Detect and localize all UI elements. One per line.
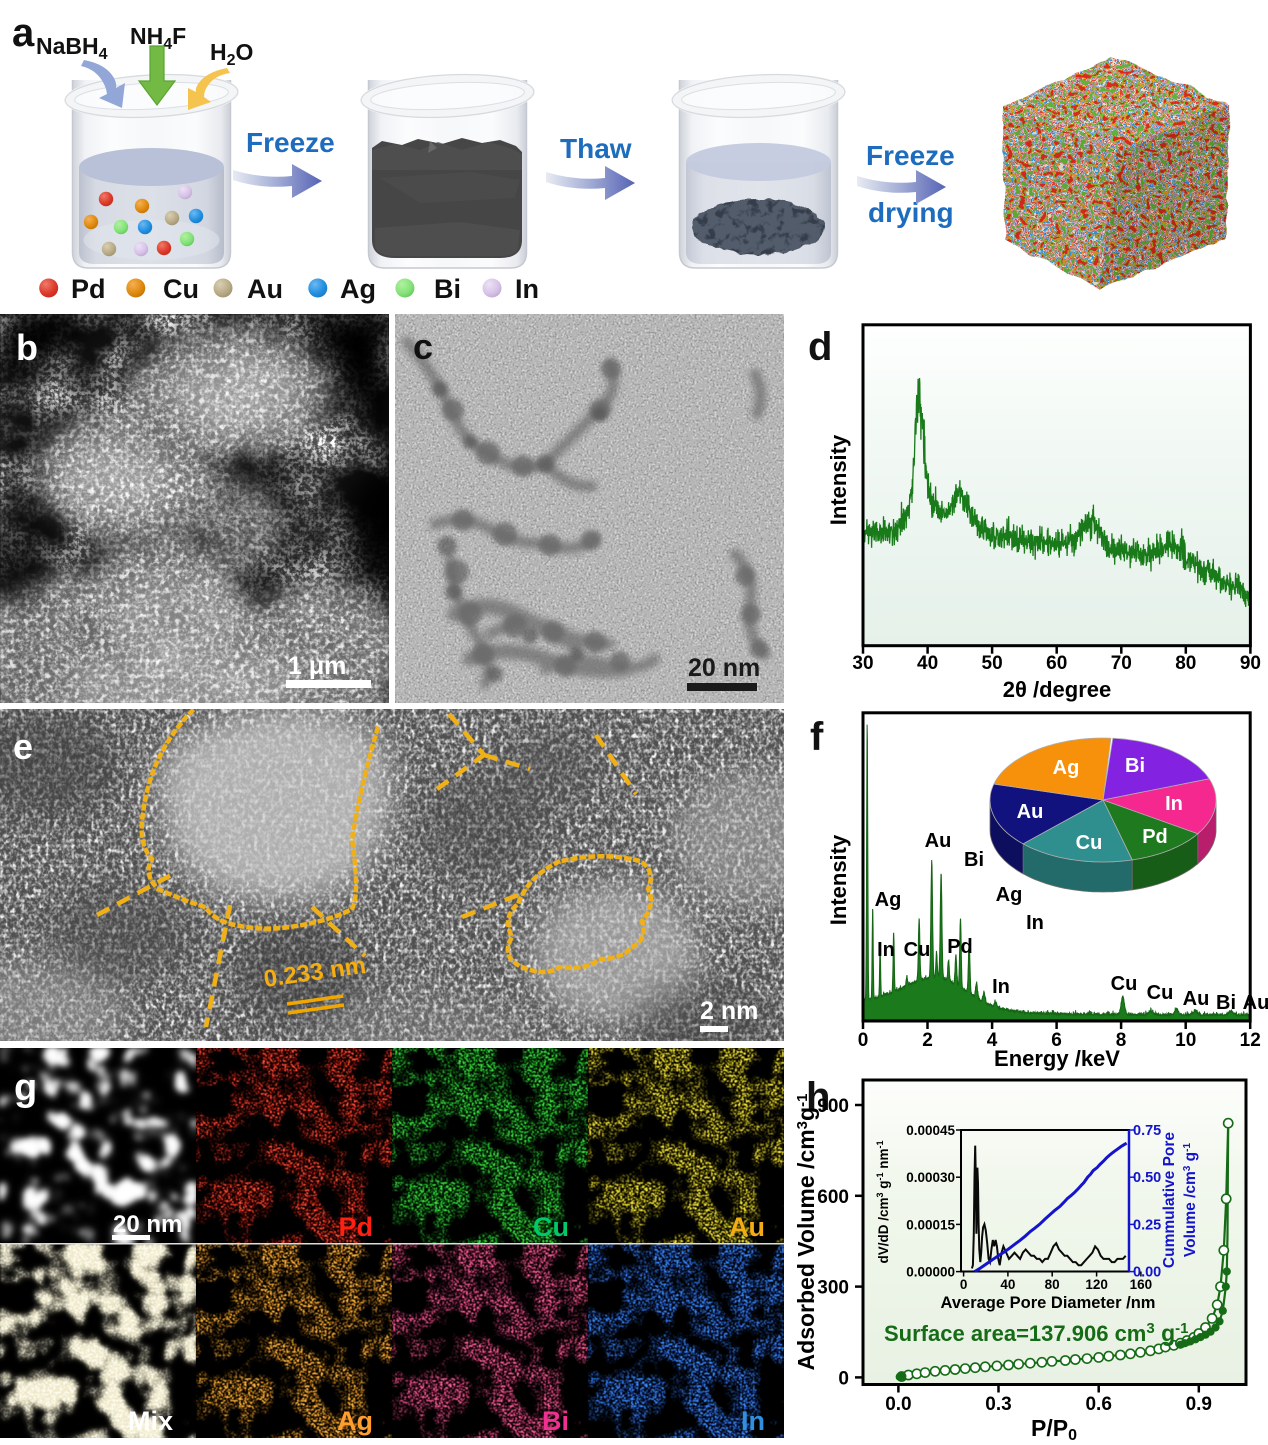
- svg-text:0.50: 0.50: [1133, 1170, 1161, 1186]
- svg-text:Bi: Bi: [542, 1406, 569, 1436]
- svg-text:Intensity: Intensity: [826, 434, 851, 525]
- svg-text:dV/dD /cm3 g-1 nm-1: dV/dD /cm3 g-1 nm-1: [875, 1140, 891, 1263]
- svg-text:90: 90: [1240, 653, 1261, 674]
- svg-text:In: In: [741, 1406, 765, 1436]
- svg-text:Ag: Ag: [337, 1406, 373, 1436]
- svg-text:Au: Au: [1017, 801, 1044, 823]
- svg-text:0: 0: [858, 1030, 869, 1051]
- svg-text:80: 80: [1045, 1277, 1060, 1292]
- svg-text:0.00000: 0.00000: [906, 1265, 955, 1280]
- svg-text:drying: drying: [868, 197, 954, 228]
- svg-text:20 nm: 20 nm: [113, 1211, 182, 1238]
- svg-text:Au: Au: [925, 830, 952, 852]
- svg-text:4: 4: [987, 1030, 998, 1051]
- svg-text:Surface area=137.906 cm3 g-1: Surface area=137.906 cm3 g-1: [884, 1320, 1189, 1346]
- svg-text:Au: Au: [1243, 992, 1268, 1014]
- svg-text:0.75: 0.75: [1133, 1123, 1161, 1139]
- svg-text:Cu: Cu: [904, 939, 931, 961]
- svg-text:2θ /degree: 2θ /degree: [1003, 677, 1112, 702]
- svg-text:40: 40: [1000, 1277, 1015, 1292]
- svg-text:50: 50: [982, 653, 1003, 674]
- svg-text:0.9: 0.9: [1186, 1394, 1212, 1415]
- svg-text:Cu: Cu: [1111, 973, 1138, 995]
- svg-text:2: 2: [922, 1030, 933, 1051]
- svg-text:0.00: 0.00: [1133, 1265, 1161, 1281]
- svg-text:a: a: [12, 11, 35, 55]
- svg-text:0.00015: 0.00015: [906, 1217, 955, 1232]
- svg-text:In: In: [877, 939, 895, 961]
- svg-text:e: e: [13, 726, 33, 767]
- svg-text:Mix: Mix: [128, 1406, 173, 1436]
- svg-text:Freeze: Freeze: [866, 140, 955, 171]
- svg-text:In: In: [1165, 793, 1183, 815]
- svg-text:Freeze: Freeze: [246, 127, 335, 158]
- svg-text:Bi: Bi: [964, 849, 984, 871]
- svg-text:b: b: [16, 327, 38, 368]
- svg-text:20 nm: 20 nm: [688, 654, 760, 682]
- svg-text:Pd: Pd: [947, 936, 973, 958]
- svg-text:Energy /keV: Energy /keV: [994, 1046, 1120, 1071]
- svg-text:Cu: Cu: [1076, 832, 1103, 854]
- svg-text:10: 10: [1175, 1030, 1196, 1051]
- svg-text:g: g: [14, 1067, 37, 1109]
- svg-text:6: 6: [1051, 1030, 1062, 1051]
- svg-text:Bi: Bi: [1216, 992, 1236, 1014]
- svg-text:Pd: Pd: [1142, 826, 1168, 848]
- svg-text:0: 0: [960, 1277, 968, 1292]
- svg-text:Ag: Ag: [1053, 757, 1080, 779]
- svg-text:In: In: [1026, 912, 1044, 934]
- svg-text:8: 8: [1116, 1030, 1127, 1051]
- svg-text:0.00045: 0.00045: [906, 1123, 955, 1138]
- svg-text:120: 120: [1085, 1277, 1108, 1292]
- svg-text:Ag: Ag: [340, 274, 376, 304]
- svg-text:d: d: [808, 325, 832, 369]
- svg-text:160: 160: [1130, 1277, 1153, 1292]
- svg-text:30: 30: [852, 653, 873, 674]
- svg-text:In: In: [992, 976, 1010, 998]
- svg-text:Bi: Bi: [1125, 755, 1145, 777]
- svg-text:NaBH4: NaBH4: [36, 33, 108, 63]
- svg-text:Intensity: Intensity: [826, 834, 851, 925]
- svg-text:Pd: Pd: [71, 274, 106, 304]
- svg-text:0: 0: [838, 1368, 849, 1389]
- svg-text:NH4F: NH4F: [130, 23, 186, 53]
- svg-text:0.0: 0.0: [885, 1394, 911, 1415]
- svg-text:0.6: 0.6: [1085, 1394, 1111, 1415]
- svg-text:600: 600: [817, 1187, 849, 1208]
- svg-text:c: c: [413, 326, 433, 367]
- svg-text:Cu: Cu: [533, 1212, 569, 1242]
- svg-text:60: 60: [1046, 653, 1067, 674]
- svg-text:Bi: Bi: [434, 274, 461, 304]
- svg-text:Adsorbed Volume /cm3g-1: Adsorbed Volume /cm3g-1: [793, 1094, 819, 1371]
- svg-text:70: 70: [1111, 653, 1132, 674]
- svg-text:Thaw: Thaw: [560, 133, 632, 164]
- svg-text:Ag: Ag: [996, 884, 1023, 906]
- svg-text:0.3: 0.3: [985, 1394, 1011, 1415]
- svg-text:Ag: Ag: [875, 889, 902, 911]
- svg-text:1 μm: 1 μm: [288, 652, 346, 680]
- svg-text:f: f: [810, 715, 824, 759]
- svg-text:40: 40: [917, 653, 938, 674]
- svg-text:2 nm: 2 nm: [700, 997, 758, 1025]
- svg-text:0.00030: 0.00030: [906, 1170, 955, 1185]
- svg-text:Pd: Pd: [338, 1212, 373, 1242]
- svg-text:Au: Au: [1183, 988, 1210, 1010]
- svg-text:80: 80: [1175, 653, 1196, 674]
- svg-text:Cu: Cu: [163, 274, 199, 304]
- svg-text:Au: Au: [247, 274, 283, 304]
- svg-text:Au: Au: [729, 1212, 765, 1242]
- svg-text:Average Pore Diameter /nm: Average Pore Diameter /nm: [941, 1294, 1156, 1312]
- svg-text:Cummulative Pore: Cummulative Pore: [1161, 1132, 1178, 1268]
- svg-text:Cu: Cu: [1147, 982, 1174, 1004]
- svg-text:900: 900: [817, 1096, 849, 1117]
- svg-text:In: In: [515, 274, 539, 304]
- svg-text:Volume /cm3 g-1: Volume /cm3 g-1: [1182, 1143, 1199, 1258]
- svg-text:300: 300: [817, 1278, 849, 1299]
- svg-text:h: h: [806, 1075, 830, 1119]
- svg-text:12: 12: [1240, 1030, 1261, 1051]
- svg-text:0.25: 0.25: [1133, 1217, 1161, 1233]
